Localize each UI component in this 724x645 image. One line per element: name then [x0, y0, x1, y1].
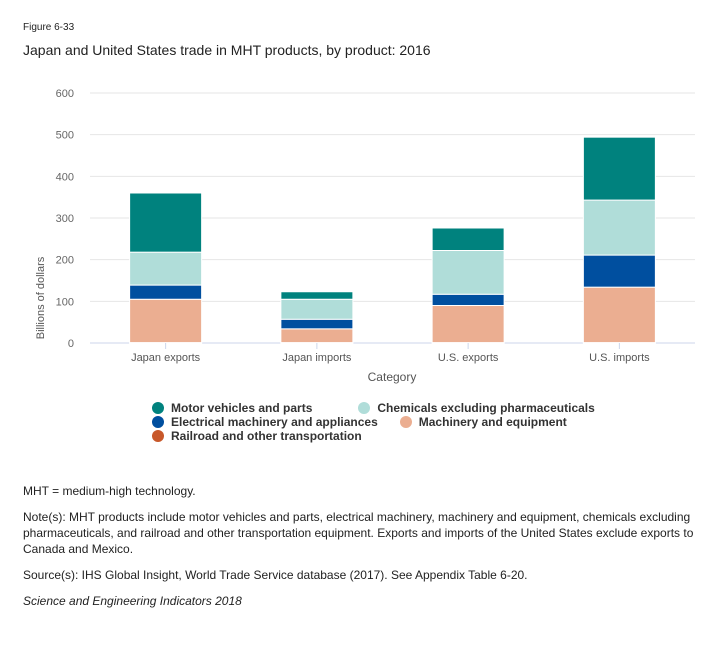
bar-segment: [129, 298, 203, 344]
legend-marker-icon: [152, 402, 164, 414]
legend-row: Electrical machinery and appliances Machi…: [152, 415, 609, 429]
legend-label: Chemicals excluding pharmaceuticals: [377, 401, 595, 415]
bar-segment: [129, 192, 203, 253]
bar-segment: [431, 250, 505, 295]
y-tick-label: 500: [56, 130, 74, 142]
bar-segment: [280, 328, 354, 344]
x-tick-label: Japan exports: [131, 352, 201, 364]
y-tick-label: 200: [56, 255, 74, 267]
x-tick-label: U.S. imports: [589, 352, 650, 364]
bar-segment: [582, 254, 656, 288]
legend-label: Motor vehicles and parts: [171, 401, 313, 415]
bar-segment: [582, 199, 656, 256]
legend-label: Railroad and other transportation: [171, 429, 362, 443]
y-tick-label: 100: [56, 296, 74, 308]
legend: Motor vehicles and parts Chemicals exclud…: [152, 401, 609, 443]
bar-segment: [280, 291, 354, 300]
bar-segment: [582, 286, 656, 344]
bar-segment: [582, 136, 656, 201]
legend-marker-icon: [152, 416, 164, 428]
legend-item[interactable]: Electrical machinery and appliances: [152, 415, 378, 429]
abbreviation-note: MHT = medium-high technology.: [23, 484, 196, 498]
y-axis-label: Billions of dollars: [35, 256, 47, 339]
legend-row: Railroad and other transportation: [152, 429, 609, 443]
bar-segment: [280, 298, 354, 320]
x-tick-label: Japan imports: [282, 352, 352, 364]
figure-title: Japan and United States trade in MHT pro…: [23, 42, 431, 58]
legend-marker-icon: [358, 402, 371, 414]
bar-segment: [280, 318, 354, 330]
y-axis-ticks: 0 100 200 300 400 500 600: [56, 88, 74, 350]
figure-label: Figure 6-33: [23, 22, 75, 33]
y-tick-label: 300: [56, 213, 74, 225]
x-axis: Japan exports Japan imports U.S. exports U.…: [131, 343, 650, 364]
legend-item[interactable]: Chemicals excluding pharmaceuticals: [358, 401, 595, 415]
bars: [129, 136, 656, 344]
y-tick-label: 0: [68, 338, 74, 350]
x-tick-label: U.S. exports: [438, 352, 499, 364]
bar-segment: [431, 227, 505, 251]
bar-segment: [431, 305, 505, 344]
credit-text: Science and Engineering Indicators 2018: [23, 594, 242, 608]
notes: MHT = medium-high technology. Note(s): M…: [23, 483, 703, 619]
legend-marker-icon: [399, 416, 412, 428]
bar-segment: [129, 251, 203, 286]
legend-row: Motor vehicles and parts Chemicals exclud…: [152, 401, 609, 415]
stacked-bar-chart: 0 100 200 300 400 500 600 Japan exports Japan i…: [35, 88, 695, 384]
bar-segment: [431, 293, 505, 306]
x-axis-label: Category: [368, 370, 417, 384]
legend-label: Electrical machinery and appliances: [171, 415, 378, 429]
y-tick-label: 400: [56, 171, 74, 183]
y-tick-label: 600: [56, 88, 74, 100]
legend-label: Machinery and equipment: [418, 415, 567, 429]
note-text: Note(s): MHT products include motor vehi…: [23, 510, 694, 556]
bar-segment: [129, 284, 203, 300]
legend-item[interactable]: Machinery and equipment: [399, 415, 567, 429]
legend-item[interactable]: Motor vehicles and parts: [152, 401, 312, 415]
source-text: Source(s): IHS Global Insight, World Tra…: [23, 568, 528, 582]
legend-marker-icon: [152, 430, 164, 442]
legend-item[interactable]: Railroad and other transportation: [152, 429, 362, 443]
